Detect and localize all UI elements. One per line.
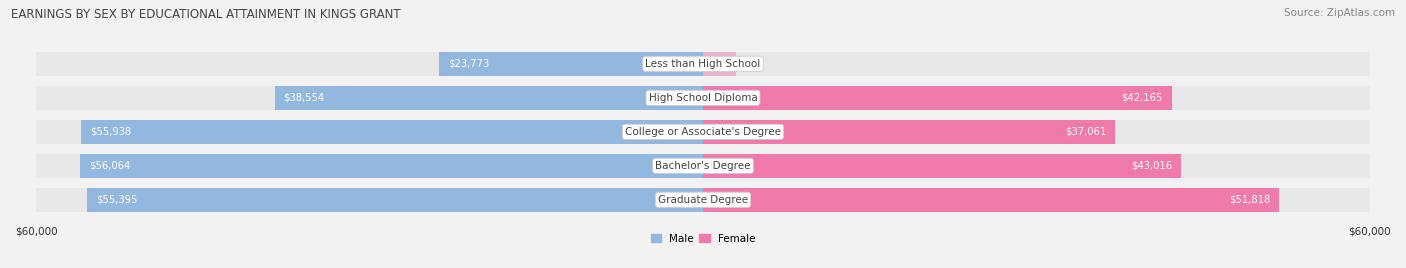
Text: College or Associate's Degree: College or Associate's Degree	[626, 127, 780, 137]
Bar	[37, 52, 1369, 76]
Text: $55,395: $55,395	[97, 195, 138, 205]
Bar	[37, 86, 1369, 110]
Bar	[82, 120, 703, 144]
Bar	[37, 154, 1369, 178]
Text: High School Diploma: High School Diploma	[648, 93, 758, 103]
Bar	[274, 86, 703, 110]
Text: $42,165: $42,165	[1121, 93, 1163, 103]
Bar	[439, 52, 703, 76]
Bar	[703, 154, 1181, 178]
Text: $55,938: $55,938	[90, 127, 132, 137]
Text: $0: $0	[742, 59, 755, 69]
Bar	[37, 120, 1369, 144]
Text: Graduate Degree: Graduate Degree	[658, 195, 748, 205]
Bar	[703, 120, 1115, 144]
Text: $56,064: $56,064	[89, 161, 131, 171]
Text: $51,818: $51,818	[1229, 195, 1270, 205]
Text: Less than High School: Less than High School	[645, 59, 761, 69]
Bar	[37, 188, 1369, 212]
Legend: Male, Female: Male, Female	[651, 234, 755, 244]
Bar	[80, 154, 703, 178]
Text: EARNINGS BY SEX BY EDUCATIONAL ATTAINMENT IN KINGS GRANT: EARNINGS BY SEX BY EDUCATIONAL ATTAINMEN…	[11, 8, 401, 21]
Text: $23,773: $23,773	[447, 59, 489, 69]
Bar	[703, 188, 1279, 212]
Text: Source: ZipAtlas.com: Source: ZipAtlas.com	[1284, 8, 1395, 18]
Text: Bachelor's Degree: Bachelor's Degree	[655, 161, 751, 171]
Text: $38,554: $38,554	[284, 93, 325, 103]
Bar	[703, 52, 737, 76]
Bar	[87, 188, 703, 212]
Text: $37,061: $37,061	[1064, 127, 1107, 137]
Text: $43,016: $43,016	[1130, 161, 1173, 171]
Bar	[703, 86, 1171, 110]
